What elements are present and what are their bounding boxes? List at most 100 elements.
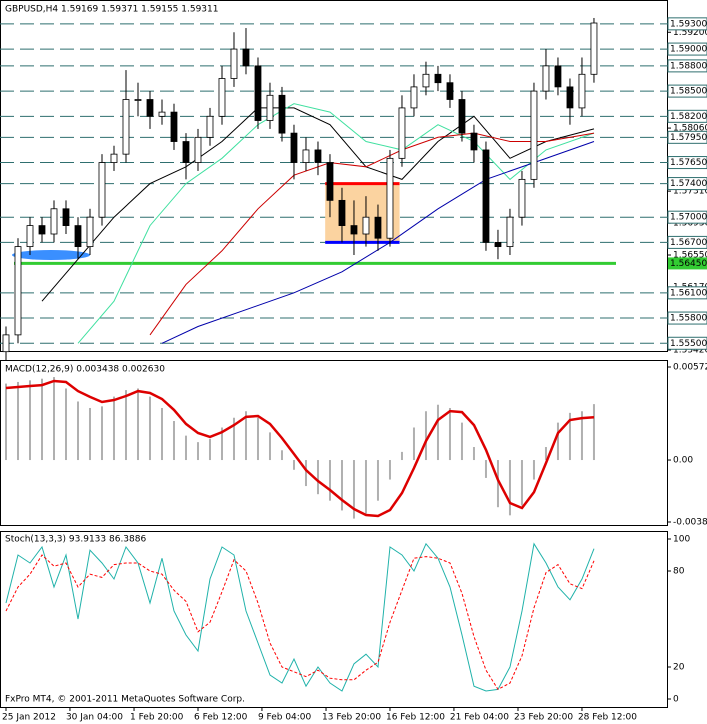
y-tick-label: 100 [673, 535, 690, 545]
candle-body [590, 22, 598, 75]
candle-body [506, 216, 514, 248]
plot-layer: GBPUSD,H4 1.59169 1.59371 1.59155 1.5931… [0, 5, 707, 723]
macd-bar [508, 460, 511, 516]
indicator-title: MACD(12,26,9) 0.003438 0.002630 [5, 365, 165, 375]
indicator-title: Stoch(13,3,3) 93.9133 86.3886 [5, 535, 146, 545]
macd-bar [148, 396, 151, 461]
macd-bar [556, 422, 559, 461]
candle-body [482, 149, 490, 243]
macd-bar [4, 383, 7, 461]
level-label-box [667, 286, 707, 300]
macd-bar [196, 442, 199, 461]
macd-bar [520, 460, 523, 506]
candle-body [122, 99, 130, 155]
level-label: 1.55800 [670, 314, 707, 324]
candle-body [542, 65, 550, 92]
level-label: 1.59300 [670, 19, 707, 29]
x-tick-label: 30 Jan 04:00 [66, 713, 123, 723]
level-label-box [667, 59, 707, 73]
level-label: 1.57650 [670, 158, 707, 168]
candle-body [338, 199, 346, 226]
copyright: FxPro MT4, © 2001-2011 MetaQuotes Softwa… [5, 695, 245, 705]
x-tick-label: 6 Feb 12:00 [194, 713, 248, 723]
candle-body [182, 141, 190, 163]
candle-body [74, 225, 82, 248]
macd-bar [232, 417, 235, 461]
level-label: 1.57950 [670, 133, 707, 143]
level-label: 1.57400 [670, 179, 707, 189]
price-pane [0, 0, 668, 352]
moving-average [161, 141, 595, 344]
level-label: 1.59000 [670, 45, 707, 55]
candle-body [62, 208, 70, 226]
x-tick-label: 28 Feb 12:00 [578, 713, 637, 723]
macd-bar [496, 460, 499, 508]
candle-body [302, 149, 310, 163]
y-tick-label: 1.56550 [673, 251, 707, 261]
macd-bar [88, 407, 91, 461]
y-tick-label: 1.59200 [673, 28, 707, 38]
y-tick-label: 0.00572 [673, 363, 707, 373]
candle-body [314, 149, 322, 163]
chart-title: GBPUSD,H4 1.59169 1.59371 1.59155 1.5931… [5, 5, 218, 15]
candle-body [254, 65, 262, 121]
macd-bar [316, 460, 319, 495]
macd-bar [220, 427, 223, 461]
macd-bar [160, 407, 163, 461]
macd-bar [472, 447, 475, 461]
macd-bar [76, 401, 79, 461]
candle-body [278, 94, 286, 134]
x-tick-label: 25 Jan 2012 [2, 713, 56, 723]
support-label-box [668, 257, 707, 270]
x-tick-label: 16 Feb 12:00 [386, 713, 445, 723]
macd-bar [388, 460, 391, 480]
macd-bar [424, 411, 427, 461]
level-label: 1.57000 [670, 213, 707, 223]
macd-bar [172, 420, 175, 461]
macd-bar [448, 407, 451, 461]
macd-bar [280, 450, 283, 461]
candle-body [158, 111, 166, 117]
macd-bar [40, 378, 43, 461]
macd-bar [376, 460, 379, 501]
candle-body [50, 208, 58, 235]
candle-body [578, 73, 586, 109]
level-label-box [667, 109, 707, 123]
macd-bar [112, 396, 115, 461]
macd-bar [484, 460, 487, 478]
level-label-box [667, 235, 707, 249]
macd-bar [352, 460, 355, 519]
level-label-box [667, 42, 707, 56]
level-label: 1.56100 [670, 288, 707, 298]
y-tick-label: 1.58060 [673, 124, 707, 134]
candle-body [350, 225, 358, 235]
candle-body [410, 86, 418, 109]
macd-bar [28, 380, 31, 461]
level-label-box [667, 156, 707, 170]
macd-bar [544, 447, 547, 461]
x-tick-label: 23 Feb 20:00 [514, 713, 573, 723]
candle-body [110, 153, 118, 163]
candle-body [362, 216, 370, 235]
macd-bar [124, 390, 127, 461]
macd-bar [532, 460, 535, 480]
candle-body [2, 334, 10, 353]
macd-bar [136, 388, 139, 461]
signal-line [5, 379, 595, 518]
candle-body [398, 107, 406, 159]
candle-body [194, 136, 202, 163]
moving-average [149, 132, 595, 336]
candle-body [494, 242, 502, 248]
macd-bar [460, 422, 463, 461]
candle-body [386, 157, 394, 239]
level-label: 1.58200 [670, 112, 707, 122]
candle-body [326, 162, 334, 201]
macd-bar [340, 460, 343, 511]
candle-body [518, 178, 526, 218]
level-label-box [667, 84, 707, 98]
candle-body [458, 99, 466, 134]
candle-body [218, 78, 226, 117]
candle-body [230, 48, 238, 79]
